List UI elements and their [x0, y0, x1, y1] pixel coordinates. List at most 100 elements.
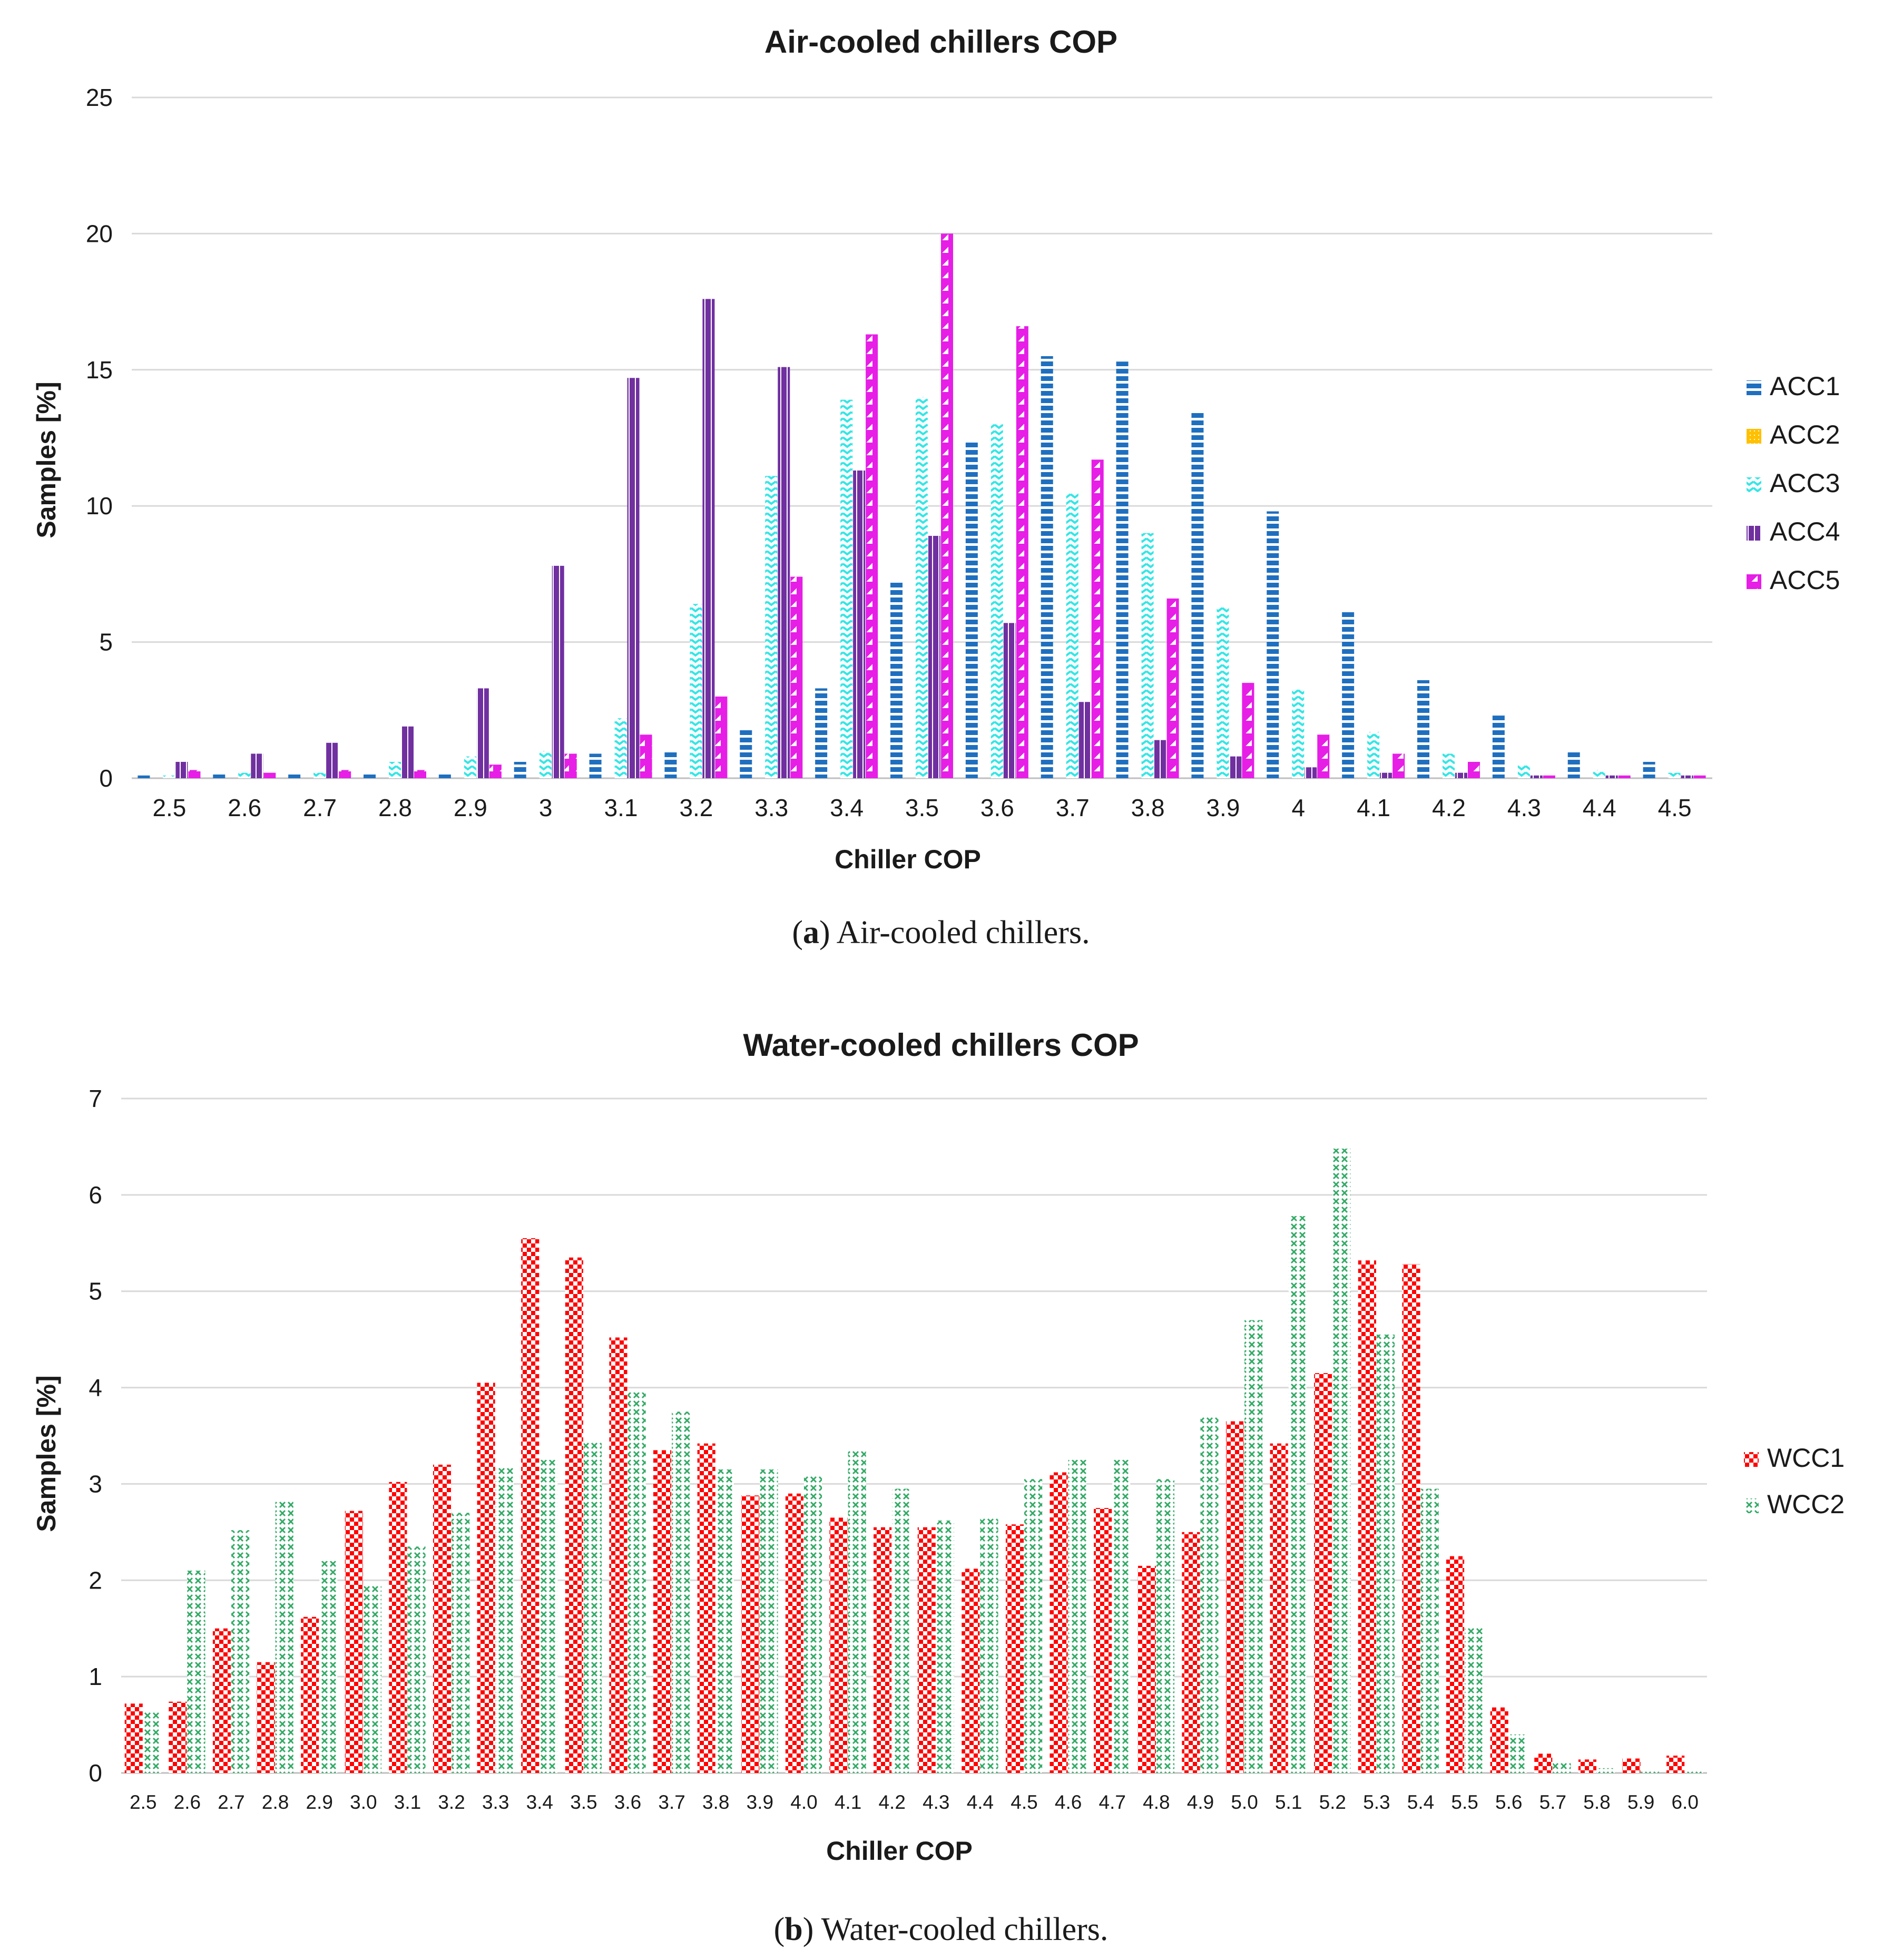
bar-wcc2-4-9: [1200, 1416, 1219, 1773]
bar-acc5-3-2: [715, 696, 728, 778]
air-cooled-x-tick-3-5: 3.5: [905, 794, 939, 821]
bar-wcc1-4-8: [1137, 1565, 1156, 1773]
bar-acc3-3-5: [916, 397, 928, 778]
bar-acc3-3-8: [1141, 533, 1154, 778]
legend-label-wcc1: WCC1: [1767, 1443, 1845, 1473]
bar-wcc2-2-8: [275, 1501, 293, 1773]
legend-swatch-acc4: [1747, 526, 1761, 541]
bar-acc5-4: [1317, 734, 1330, 778]
bar-wcc1-3-9: [741, 1495, 760, 1773]
bar-wcc1-5-3: [1358, 1260, 1376, 1773]
bar-acc1-3-4: [815, 688, 828, 778]
water-cooled-x-tick-5-8: 5.8: [1583, 1791, 1610, 1813]
bar-wcc2-5-7: [1553, 1761, 1571, 1773]
water-cooled-x-tick-4-7: 4.7: [1099, 1791, 1126, 1813]
caption-b: (b) Water-cooled chillers.: [774, 1912, 1109, 1947]
water-cooled-x-tick-4-9: 4.9: [1187, 1791, 1214, 1813]
water-cooled-x-tick-5-6: 5.6: [1495, 1791, 1522, 1813]
bar-acc4-2-5: [175, 761, 188, 778]
air-cooled-x-tick-4-5: 4.5: [1658, 794, 1692, 821]
bar-acc5-3-4: [866, 334, 878, 778]
water-cooled-x-tick-4-6: 4.6: [1055, 1791, 1082, 1813]
water-cooled-y-tick-6: 6: [89, 1181, 102, 1209]
caption-b-text: Water-cooled chillers.: [813, 1912, 1108, 1947]
bar-wcc2-4-7: [1112, 1459, 1131, 1773]
bar-wcc1-3-8: [697, 1443, 715, 1773]
legend-label-acc5: ACC5: [1770, 565, 1840, 595]
bar-acc5-3-9: [1242, 683, 1254, 778]
legend-swatch-wcc1: [1744, 1452, 1759, 1467]
caption-a: (a) Air-cooled chillers.: [792, 915, 1090, 950]
air-cooled-y-axis-title: Samples [%]: [32, 381, 61, 538]
bar-acc5-3-8: [1166, 598, 1179, 778]
bar-acc4-3-8: [1154, 740, 1166, 778]
air-cooled-y-tick-15: 15: [86, 356, 113, 384]
bar-wcc2-2-7: [231, 1530, 250, 1773]
bar-acc1-4-5: [1643, 761, 1655, 778]
bar-acc5-3-1: [640, 734, 652, 778]
bar-acc5-2-6: [263, 772, 276, 778]
bar-wcc2-5-1: [1288, 1216, 1307, 1773]
bar-acc4-2-8: [401, 726, 414, 778]
bar-wcc2-6-0: [1685, 1771, 1703, 1773]
air-cooled-x-tick-3-8: 3.8: [1131, 794, 1165, 821]
bar-acc4-4-5: [1681, 775, 1693, 778]
water-cooled-x-tick-5-4: 5.4: [1407, 1791, 1434, 1813]
bar-acc4-4-2: [1455, 772, 1467, 778]
bar-acc5-4-1: [1392, 753, 1405, 778]
bar-wcc1-3-2: [433, 1464, 452, 1773]
bar-wcc1-4-3: [917, 1527, 936, 1773]
bar-wcc1-2-6: [169, 1701, 187, 1773]
bar-acc1-3-7: [1041, 356, 1053, 778]
air-cooled-y-tick-0: 0: [99, 765, 113, 792]
bar-acc4-4-3: [1530, 775, 1543, 778]
bar-acc4-2-7: [326, 742, 339, 778]
bar-acc4-3-9: [1229, 756, 1242, 778]
bar-wcc1-4-7: [1094, 1508, 1112, 1773]
water-cooled-x-tick-4-8: 4.8: [1143, 1791, 1170, 1813]
bar-wcc2-5-5: [1465, 1626, 1483, 1773]
air-cooled-x-tick-3-7: 3.7: [1056, 794, 1090, 821]
air-cooled-chart-title: Air-cooled chillers COP: [764, 24, 1117, 60]
bar-wcc1-2-9: [301, 1616, 319, 1773]
bar-acc3-3-3: [765, 476, 778, 778]
bar-wcc1-5-5: [1446, 1556, 1465, 1773]
bar-acc4-4: [1305, 767, 1317, 778]
legend-label-acc1: ACC1: [1770, 371, 1840, 401]
bar-acc1-3-9: [1191, 410, 1204, 778]
bar-acc3-4-3: [1517, 765, 1530, 778]
water-cooled-x-tick-5-5: 5.5: [1451, 1791, 1478, 1813]
water-cooled-x-tick-4-1: 4.1: [835, 1791, 861, 1813]
water-cooled-y-axis-title: Samples [%]: [32, 1375, 61, 1532]
water-cooled-gridlines: [121, 1097, 1707, 1774]
bar-acc3-3-4: [840, 399, 853, 778]
water-cooled-y-tick-0: 0: [89, 1759, 102, 1787]
bar-acc1-3-3: [740, 729, 752, 778]
bar-wcc1-4-0: [785, 1493, 803, 1773]
bar-acc5-4-3: [1543, 775, 1555, 778]
bar-acc1-2-5: [138, 775, 150, 778]
bar-acc3-4: [1292, 688, 1305, 778]
bar-acc5-2-7: [339, 770, 351, 778]
bar-acc5-3-5: [941, 233, 953, 778]
bar-wcc1-4-2: [874, 1527, 892, 1773]
water-cooled-x-tick-2-6: 2.6: [174, 1791, 201, 1813]
bar-wcc2-4-5: [1024, 1479, 1043, 1773]
bar-acc1-3-5: [890, 582, 903, 778]
bar-acc1-3: [514, 761, 526, 778]
air-cooled-x-tick-4: 4: [1291, 794, 1305, 821]
water-cooled-x-tick-3-2: 3.2: [438, 1791, 465, 1813]
bar-wcc1-3-0: [345, 1511, 363, 1773]
bar-wcc2-5-8: [1596, 1768, 1615, 1773]
bar-wcc2-5-6: [1508, 1734, 1527, 1773]
bar-wcc2-3-2: [452, 1513, 470, 1773]
air-cooled-x-tick-3-3: 3.3: [754, 794, 788, 821]
water-cooled-x-axis-title: Chiller COP: [826, 1836, 973, 1866]
bar-acc4-2-6: [251, 753, 263, 778]
legend-label-acc2: ACC2: [1770, 420, 1840, 449]
air-cooled-bars: [138, 233, 1706, 778]
bar-acc3-3-6: [990, 424, 1003, 778]
bar-acc1-2-8: [364, 772, 376, 778]
legend-label-acc4: ACC4: [1770, 517, 1840, 546]
